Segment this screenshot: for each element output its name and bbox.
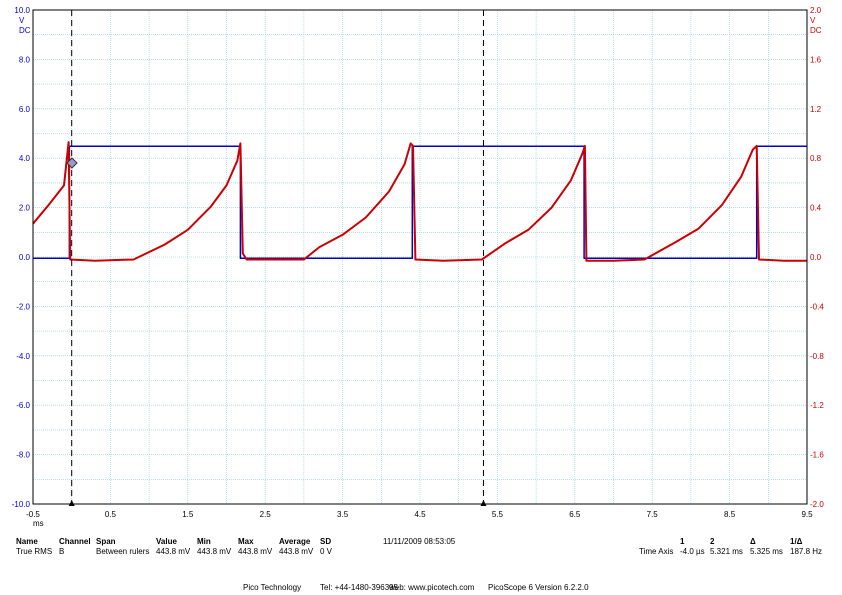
- x-tick-label: 8.5: [724, 510, 736, 519]
- left-tick-label: -10.0: [12, 500, 31, 509]
- meas-header-channel: Channel: [59, 537, 91, 546]
- left-unit-v: V: [19, 16, 25, 25]
- left-tick-label: 0.0: [19, 253, 31, 262]
- right-tick-label: -2.0: [810, 500, 824, 509]
- ruler-header-2: 2: [710, 537, 715, 546]
- footer-company: Pico Technology: [243, 583, 302, 592]
- meas-header-min: Min: [197, 537, 211, 546]
- x-unit-label: ms: [33, 519, 44, 528]
- right-tick-label: 1.2: [810, 105, 822, 114]
- left-tick-label: 8.0: [19, 55, 31, 64]
- right-tick-label: -0.8: [810, 352, 824, 361]
- ruler-handle-2[interactable]: [480, 500, 487, 506]
- meas-header-sd: SD: [320, 537, 332, 546]
- left-tick-label: 4.0: [19, 154, 31, 163]
- meas-value: 443.8 mV: [156, 547, 191, 556]
- meas-max: 443.8 mV: [238, 547, 273, 556]
- left-tick-label: 10.0: [14, 6, 30, 15]
- right-unit-dc: DC: [810, 26, 822, 35]
- meas-sd: 0 V: [320, 547, 333, 556]
- grid: [33, 10, 807, 504]
- x-tick-label: 5.5: [492, 510, 504, 519]
- footer-web: web: www.picotech.com: [389, 583, 475, 592]
- footer-tel: Tel: +44-1480-396395: [320, 583, 399, 592]
- meas-channel: B: [59, 547, 65, 556]
- meas-average: 443.8 mV: [279, 547, 314, 556]
- x-tick-label: 6.5: [569, 510, 581, 519]
- right-tick-label: 0.4: [810, 204, 822, 213]
- meas-name: True RMS: [16, 547, 53, 556]
- plot-frame: [32, 9, 808, 505]
- left-unit-dc: DC: [19, 26, 31, 35]
- x-tick-label: 2.5: [260, 510, 272, 519]
- x-tick-label: 7.5: [647, 510, 659, 519]
- ruler-header-inverse: 1/Δ: [790, 537, 803, 546]
- right-tick-label: -1.6: [810, 451, 824, 460]
- x-tick-label: 9.5: [801, 510, 813, 519]
- x-tick-label: 3.5: [337, 510, 349, 519]
- capture-timestamp: 11/11/2009 08:53:05: [383, 537, 456, 546]
- meas-span: Between rulers: [96, 547, 150, 556]
- meas-header-name: Name: [16, 537, 38, 546]
- axis-ticks: -0.5 0.5 1.5 2.5 3.5 4.5 5.5 6.5 7.5 8.5 9.5 10.0 8.…: [12, 6, 825, 519]
- meas-header-max: Max: [238, 537, 254, 546]
- footer-version: PicoScope 6 Version 6.2.2.0: [488, 583, 589, 592]
- right-tick-label: 0.0: [810, 253, 822, 262]
- right-tick-label: 1.6: [810, 55, 822, 64]
- right-tick-label: -1.2: [810, 401, 824, 410]
- left-tick-label: -6.0: [16, 401, 30, 410]
- meas-header-value: Value: [156, 537, 177, 546]
- x-tick-label: 4.5: [414, 510, 426, 519]
- trigger-marker[interactable]: [66, 157, 78, 169]
- meas-min: 443.8 mV: [197, 547, 232, 556]
- left-tick-label: -8.0: [16, 451, 30, 460]
- ruler-handle-1[interactable]: [68, 500, 75, 506]
- ruler-delta-value: 5.325 ms: [750, 547, 783, 556]
- left-tick-label: 2.0: [19, 204, 31, 213]
- x-tick-label: -0.5: [26, 510, 40, 519]
- ruler-header-delta: Δ: [750, 537, 756, 546]
- ruler-row-label: Time Axis: [639, 547, 674, 556]
- x-tick-label: 0.5: [105, 510, 117, 519]
- right-tick-label: -0.4: [810, 302, 824, 311]
- ruler-frequency-value: 187.8 Hz: [790, 547, 823, 556]
- ruler-2-value: 5.321 ms: [710, 547, 743, 556]
- left-tick-label: -2.0: [16, 302, 30, 311]
- meas-header-average: Average: [279, 537, 311, 546]
- right-tick-label: 2.0: [810, 6, 822, 15]
- meas-header-span: Span: [96, 537, 116, 546]
- channel-b-trace: [32, 141, 807, 262]
- right-tick-label: 0.8: [810, 154, 822, 163]
- ruler-header-1: 1: [680, 537, 685, 546]
- right-unit-v: V: [810, 16, 816, 25]
- x-tick-label: 1.5: [182, 510, 194, 519]
- left-tick-label: 6.0: [19, 105, 31, 114]
- left-tick-label: -4.0: [16, 352, 30, 361]
- ruler-1-value: -4.0 µs: [680, 547, 705, 556]
